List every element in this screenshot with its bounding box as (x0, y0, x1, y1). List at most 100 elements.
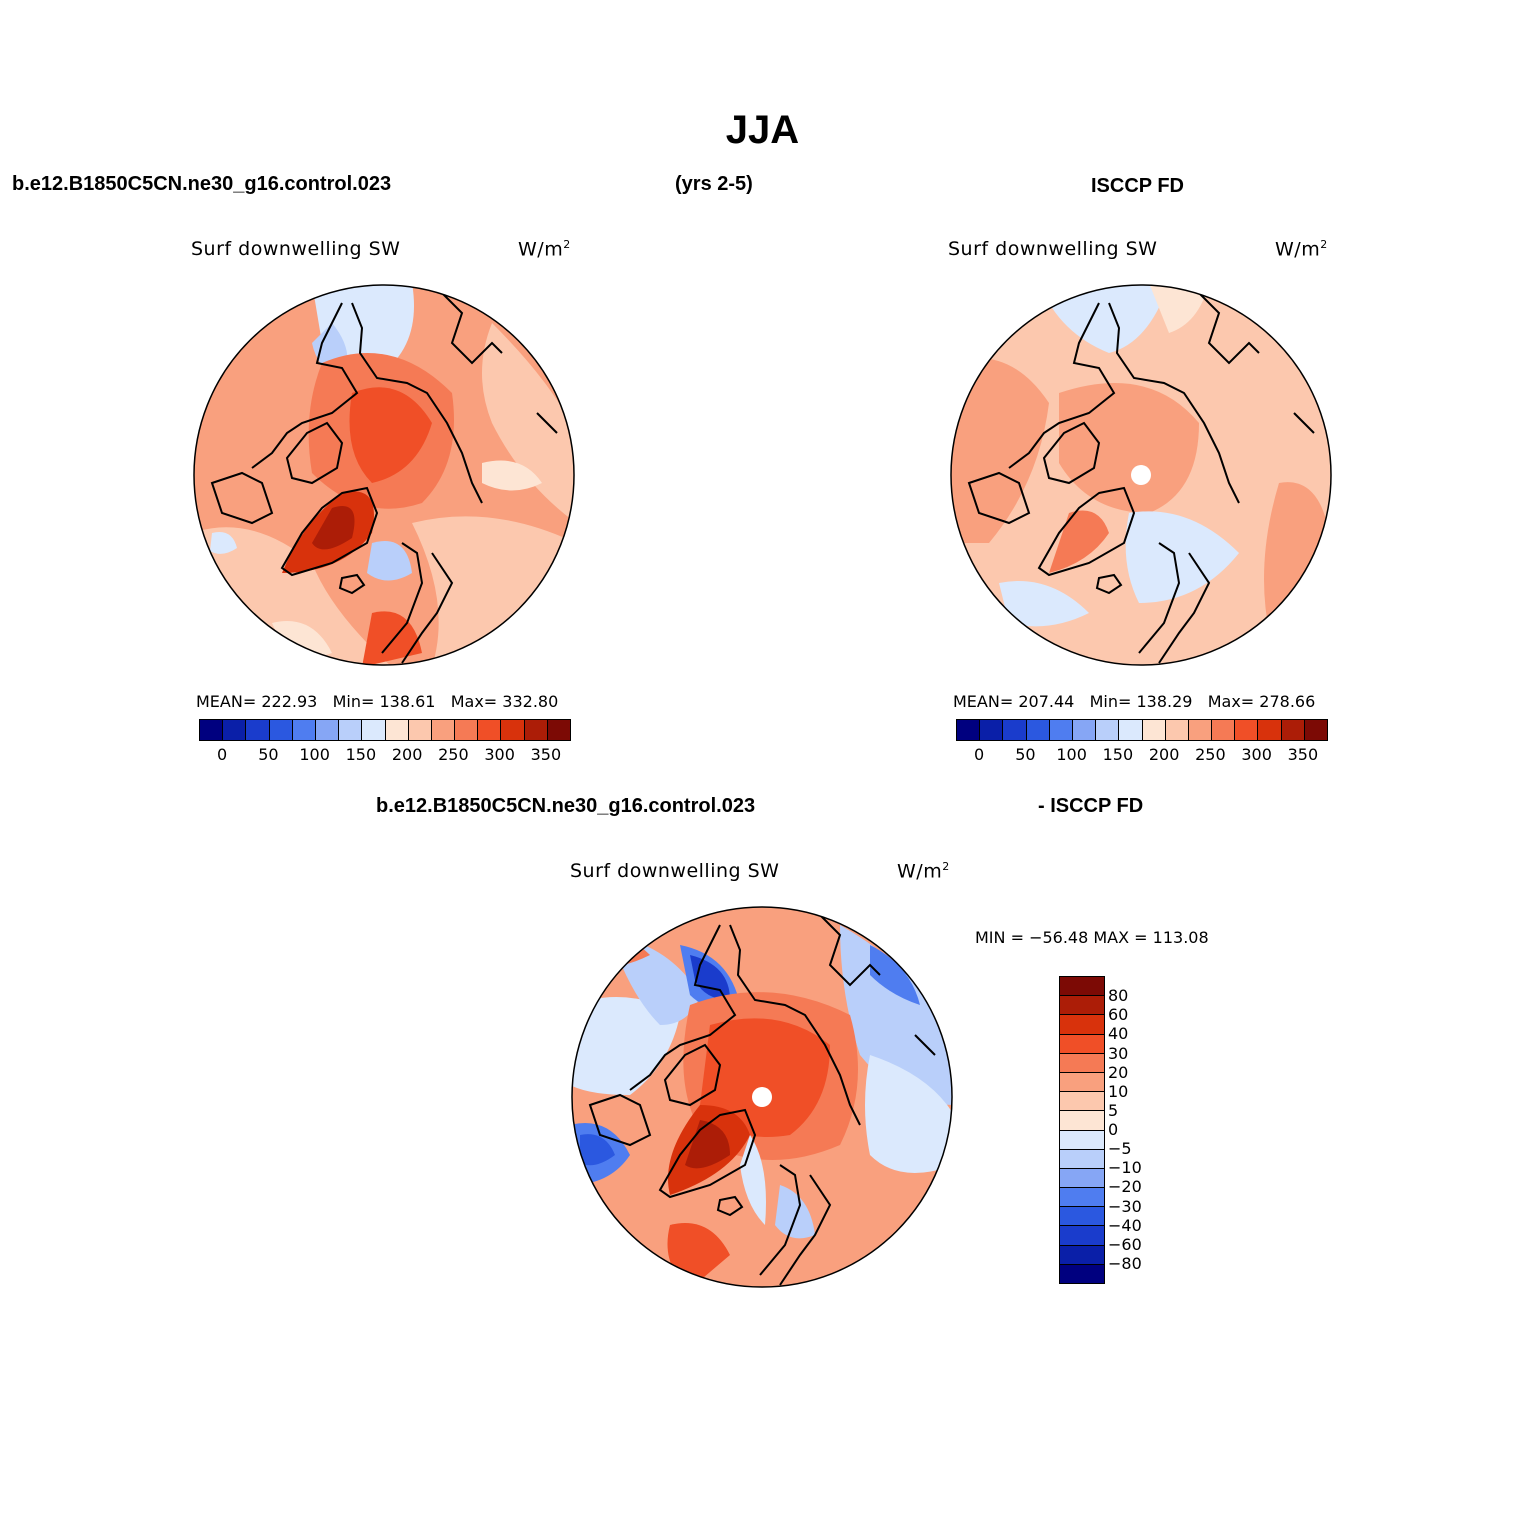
diff-polar-map (571, 906, 953, 1288)
diff-colorbar-labels: 80 60 40 30 20 10 5 0 −5 −10 −20 −30 −40 −60 −80 (1108, 976, 1168, 1282)
colorbar-swatch (245, 720, 269, 740)
model-colorbar-labels: 0 50 100 150 200 250 300 350 (199, 745, 571, 765)
colorbar-tick-label: 150 (345, 745, 377, 764)
colorbar-swatch (523, 720, 547, 740)
colorbar-tick-label: −5 (1108, 1139, 1132, 1159)
colorbar-swatch (546, 720, 570, 740)
colorbar-swatch (1060, 1206, 1104, 1226)
colorbar-swatch (1257, 720, 1281, 740)
colorbar-swatch (361, 720, 385, 740)
colorbar-swatch (1060, 1263, 1104, 1283)
colorbar-swatch (268, 720, 292, 740)
colorbar-swatch (407, 720, 431, 740)
colorbar-swatch (1060, 977, 1104, 996)
colorbar-tick-label: 250 (1195, 745, 1226, 764)
colorbar-tick-label: 100 (299, 745, 330, 764)
colorbar-swatch (1002, 720, 1026, 740)
colorbar-tick-label: 0 (1108, 1120, 1119, 1139)
colorbar-swatch (1141, 720, 1165, 740)
obs-colorbar (956, 719, 1328, 741)
colorbar-swatch (1060, 1187, 1104, 1207)
colorbar-tick-label: 200 (1148, 745, 1180, 764)
model-unit-label: W/m2 (518, 238, 571, 261)
colorbar-swatch (1211, 720, 1235, 740)
colorbar-swatch (338, 720, 362, 740)
colorbar-swatch (1060, 1091, 1104, 1111)
colorbar-tick-label: 20 (1108, 1062, 1129, 1082)
obs-variable-label: Surf downwelling SW (948, 238, 1158, 260)
colorbar-tick-label: 300 (484, 745, 515, 764)
colorbar-tick-label: 150 (1102, 745, 1134, 764)
diff-colorbar (1059, 976, 1105, 1284)
colorbar-tick-label: 350 (530, 745, 562, 764)
colorbar-swatch (957, 720, 980, 740)
colorbar-swatch (1164, 720, 1188, 740)
colorbar-tick-label: −20 (1108, 1177, 1142, 1197)
colorbar-swatch (384, 720, 408, 740)
obs-unit-label: W/m2 (1275, 238, 1328, 261)
colorbar-swatch (1118, 720, 1142, 740)
model-variable-label: Surf downwelling SW (191, 238, 401, 260)
colorbar-swatch (1234, 720, 1258, 740)
colorbar-swatch (979, 720, 1003, 740)
colorbar-swatch (1060, 1244, 1104, 1264)
colorbar-tick-label: 0 (974, 745, 985, 764)
colorbar-swatch (200, 720, 223, 740)
colorbar-tick-label: 200 (391, 745, 423, 764)
colorbar-swatch (1095, 720, 1119, 740)
colorbar-swatch (1280, 720, 1304, 740)
colorbar-tick-label: −80 (1108, 1253, 1142, 1273)
colorbar-tick-label: −30 (1108, 1196, 1142, 1216)
obs-stats: MEAN= 207.44 Min= 138.29 Max= 278.66 (953, 692, 1316, 711)
colorbar-swatch (1060, 995, 1104, 1015)
colorbar-swatch (222, 720, 246, 740)
colorbar-tick-label: 50 (258, 745, 279, 764)
colorbar-swatch (1060, 1071, 1104, 1092)
diff-variable-label: Surf downwelling SW (570, 860, 780, 882)
case-name-header: b.e12.B1850C5CN.ne30_g16.control.023 (12, 173, 392, 195)
colorbar-swatch (291, 720, 315, 740)
colorbar-tick-label: −40 (1108, 1215, 1142, 1235)
colorbar-tick-label: 30 (1108, 1043, 1129, 1063)
colorbar-swatch (1303, 720, 1327, 740)
colorbar-swatch (314, 720, 339, 740)
colorbar-swatch (1060, 1148, 1104, 1168)
colorbar-tick-label: −10 (1108, 1158, 1142, 1178)
diff-case-name-header: b.e12.B1850C5CN.ne30_g16.control.023 (376, 795, 756, 817)
diff-minmax: MIN = −56.48 MAX = 113.08 (975, 928, 1209, 947)
colorbar-tick-label: 60 (1108, 1005, 1129, 1025)
colorbar-swatch (1060, 1225, 1104, 1245)
colorbar-swatch (1025, 720, 1049, 740)
obs-colorbar-labels: 0 50 100 150 200 250 300 350 (956, 745, 1328, 765)
colorbar-swatch (1060, 1052, 1104, 1072)
colorbar-swatch (1060, 1110, 1104, 1130)
obs-polar-map (950, 284, 1332, 666)
model-stats: MEAN= 222.93 Min= 138.61 Max= 332.80 (196, 692, 559, 711)
colorbar-tick-label: 100 (1056, 745, 1087, 764)
model-colorbar (199, 719, 571, 741)
diff-unit-label: W/m2 (897, 860, 950, 883)
colorbar-tick-label: −60 (1108, 1234, 1142, 1254)
colorbar-tick-label: 50 (1015, 745, 1036, 764)
model-polar-map (193, 284, 575, 666)
colorbar-swatch (1060, 1033, 1104, 1053)
colorbar-swatch (430, 720, 455, 740)
colorbar-swatch (1060, 1014, 1104, 1034)
obs-name-header: ISCCP FD (1091, 175, 1184, 197)
colorbar-swatch (477, 720, 501, 740)
colorbar-swatch (1071, 720, 1096, 740)
colorbar-tick-label: 0 (217, 745, 228, 764)
colorbar-swatch (1048, 720, 1072, 740)
colorbar-swatch (1187, 720, 1212, 740)
colorbar-tick-label: 80 (1108, 986, 1129, 1006)
colorbar-tick-label: 5 (1108, 1100, 1119, 1120)
colorbar-swatch (1060, 1167, 1104, 1188)
colorbar-swatch (500, 720, 524, 740)
colorbar-tick-label: 40 (1108, 1024, 1129, 1044)
years-header: (yrs 2-5) (675, 173, 753, 195)
colorbar-swatch (454, 720, 478, 740)
colorbar-tick-label: 10 (1108, 1081, 1129, 1101)
colorbar-tick-label: 350 (1287, 745, 1319, 764)
diff-obs-name-header: - ISCCP FD (1038, 795, 1144, 817)
colorbar-tick-label: 250 (438, 745, 469, 764)
